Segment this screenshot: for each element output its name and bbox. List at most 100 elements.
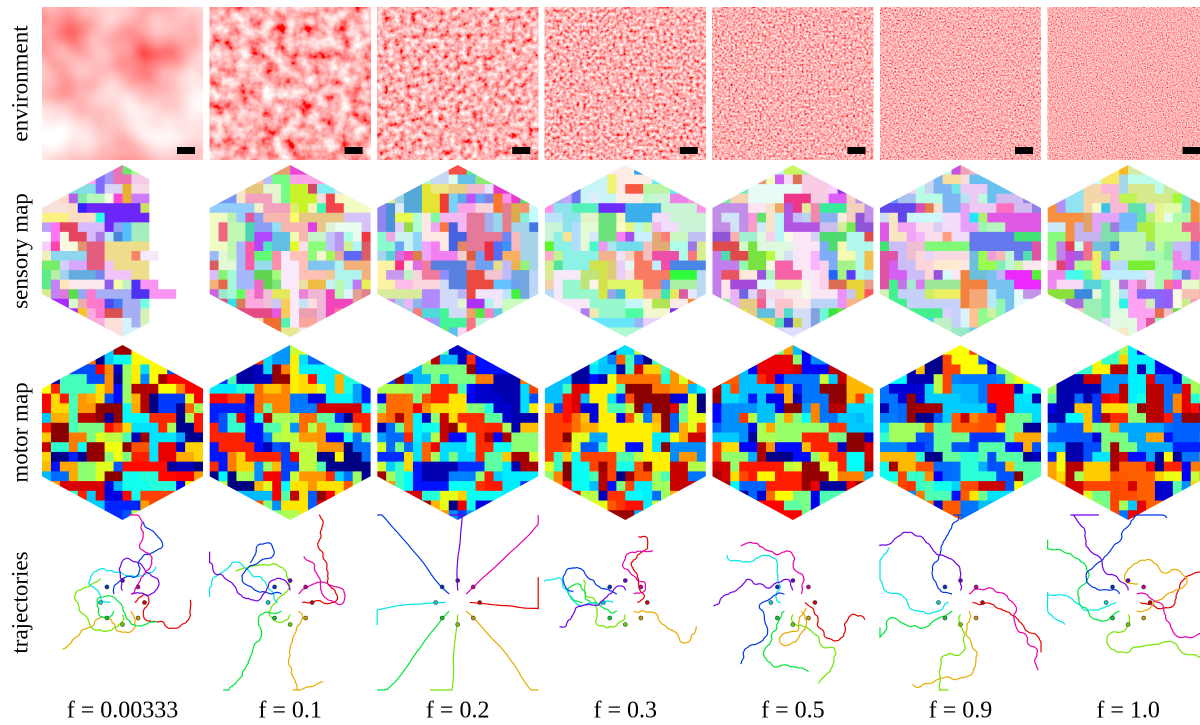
map-cell	[1164, 403, 1173, 413]
map-cell	[272, 452, 281, 462]
map-cell	[987, 462, 996, 472]
map-cell	[1173, 299, 1182, 309]
map-cell	[131, 394, 140, 404]
map-cell	[511, 251, 520, 261]
map-cell	[1128, 261, 1137, 271]
map-cell	[344, 194, 353, 204]
map-cell	[784, 481, 793, 491]
map-cell	[987, 213, 996, 223]
map-cell	[362, 433, 371, 443]
map-cell	[811, 213, 820, 223]
map-cell	[42, 203, 51, 213]
map-cell	[811, 345, 820, 355]
map-cell	[431, 165, 440, 175]
map-cell	[377, 462, 386, 472]
map-cell	[272, 232, 281, 242]
environment-image	[712, 7, 873, 160]
map-cell	[757, 471, 766, 481]
map-cell	[1191, 289, 1200, 299]
start-point	[440, 585, 444, 589]
environment-image	[210, 7, 371, 160]
map-cell	[167, 491, 176, 501]
map-cell	[105, 510, 114, 520]
map-cell	[748, 355, 757, 365]
map-cell	[802, 374, 811, 384]
map-cell	[493, 270, 502, 280]
map-cell	[721, 318, 730, 328]
map-cell	[721, 471, 730, 481]
map-cell	[730, 213, 739, 223]
map-cell	[766, 213, 775, 223]
map-cell	[978, 501, 987, 511]
map-cell	[802, 165, 811, 175]
map-cell	[811, 165, 820, 175]
map-cell	[377, 184, 386, 194]
map-cell	[688, 491, 697, 501]
map-cell	[590, 452, 599, 462]
map-cell	[784, 384, 793, 394]
map-cell	[766, 345, 775, 355]
map-cell	[721, 251, 730, 261]
map-cell	[114, 318, 123, 328]
map-cell	[1119, 213, 1128, 223]
map-cell	[493, 423, 502, 433]
motor-map	[377, 345, 539, 521]
map-cell	[529, 501, 538, 511]
map-cell	[847, 261, 856, 271]
column-label: f = 0.1	[258, 698, 322, 724]
map-cell	[281, 289, 290, 299]
map-cell	[131, 423, 140, 433]
map-cell	[1173, 327, 1182, 337]
map-cell	[458, 423, 467, 433]
map-cell	[1023, 261, 1032, 271]
map-cell	[236, 462, 245, 472]
map-cell	[616, 299, 625, 309]
map-cell	[847, 165, 856, 175]
map-cell	[353, 318, 362, 328]
map-cell	[572, 355, 581, 365]
map-cell	[317, 299, 326, 309]
map-cell	[422, 241, 431, 251]
map-cell	[140, 501, 149, 511]
map-cell	[838, 203, 847, 213]
map-cell	[60, 355, 69, 365]
map-cell	[317, 213, 326, 223]
map-cell	[688, 203, 697, 213]
map-cell	[1191, 442, 1200, 452]
map-cell	[581, 251, 590, 261]
map-cell	[467, 327, 476, 337]
map-cell	[1164, 364, 1173, 374]
map-cell	[907, 423, 916, 433]
map-cell	[227, 355, 236, 365]
map-cell	[194, 501, 203, 511]
map-cell	[1074, 299, 1083, 309]
map-cell	[572, 510, 581, 520]
map-cell	[1101, 403, 1110, 413]
map-cell	[1119, 491, 1128, 501]
map-cell	[1146, 299, 1155, 309]
map-cell	[757, 384, 766, 394]
map-cell	[529, 423, 538, 433]
map-cell	[1032, 423, 1041, 433]
map-cell	[422, 251, 431, 261]
map-cell	[730, 452, 739, 462]
map-cell	[820, 318, 829, 328]
map-cell	[961, 289, 970, 299]
start-point	[456, 579, 460, 583]
map-cell	[1128, 289, 1137, 299]
map-cell	[105, 184, 114, 194]
map-cell	[607, 481, 616, 491]
map-cell	[590, 355, 599, 365]
map-cell	[829, 501, 838, 511]
map-cell	[194, 481, 203, 491]
map-cell	[158, 299, 167, 309]
map-cell	[308, 355, 317, 365]
map-cell	[176, 374, 185, 384]
map-cell	[1074, 251, 1083, 261]
map-cell	[739, 491, 748, 501]
map-cell	[563, 222, 572, 232]
map-cell	[838, 251, 847, 261]
map-cell	[748, 403, 757, 413]
map-cell	[362, 501, 371, 511]
map-cell	[299, 251, 308, 261]
